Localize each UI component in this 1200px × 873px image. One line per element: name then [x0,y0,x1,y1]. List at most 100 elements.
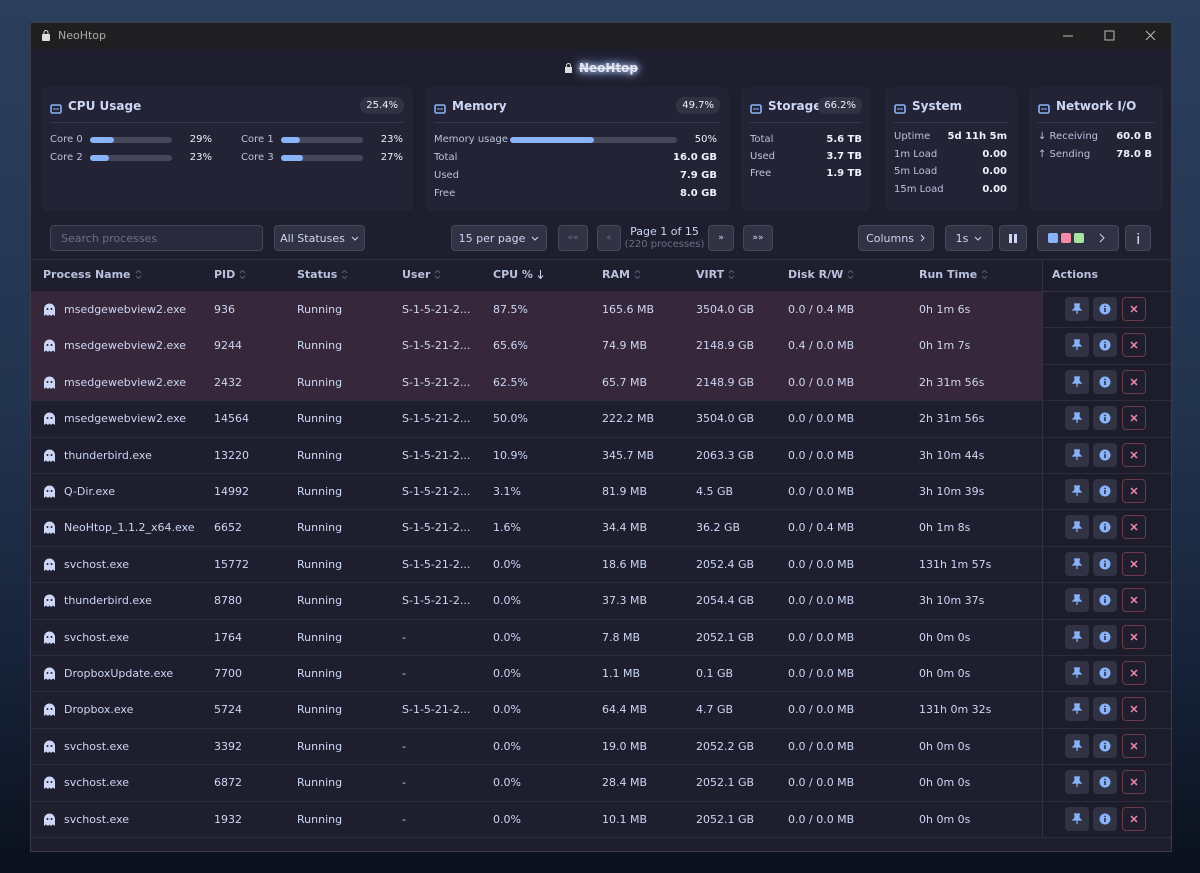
cell: 0.0 / 0.0 MB [788,375,855,389]
columns-button[interactable]: Columns [858,225,934,251]
cell: S-1-5-21-2... [402,521,471,535]
kill-button[interactable] [1122,624,1146,649]
pin-button[interactable] [1065,661,1089,685]
info-process-button[interactable] [1093,333,1117,358]
kill-button[interactable] [1122,369,1146,394]
pin-button[interactable] [1065,551,1089,576]
pin-button-glyph [1071,812,1083,824]
pin-button[interactable] [1065,442,1089,467]
pin-button[interactable] [1065,333,1089,358]
pin-button[interactable] [1065,733,1089,758]
pin-button[interactable] [1065,369,1089,394]
core-value: 23% [189,152,212,163]
column-header[interactable]: Status [297,268,348,281]
info-process-button[interactable] [1093,406,1117,431]
column-header[interactable]: RAM [602,268,641,281]
kill-button[interactable] [1122,297,1146,321]
info-process-button[interactable] [1093,297,1117,321]
cell: 4.7 GB [696,703,734,717]
info-process-button[interactable] [1093,551,1117,576]
info-process-button[interactable] [1093,697,1117,722]
info-process-button[interactable] [1093,442,1117,467]
sort-icon [239,270,246,279]
sort-none [341,270,348,279]
kill-button[interactable] [1122,515,1146,540]
pin-button[interactable] [1065,297,1089,321]
info-process-button-glyph [1099,631,1111,643]
process-icon [43,666,56,685]
column-header-text: VIRT [696,268,725,281]
kill-button[interactable] [1122,333,1146,358]
kill-button[interactable] [1122,479,1146,503]
cell: 15772 [214,557,249,571]
info-process-button[interactable] [1093,588,1117,613]
pin-button[interactable] [1065,588,1089,613]
pin-button[interactable] [1065,515,1089,540]
cell: 81.9 MB [602,485,648,498]
cell: 64.4 MB [602,703,648,717]
cell: 13220 [214,448,249,462]
pin-button-glyph [1071,558,1083,569]
first-page-button[interactable]: «« [558,225,588,251]
pause-button[interactable] [999,225,1027,251]
theme-button[interactable] [1037,225,1119,251]
kill-button[interactable] [1122,661,1146,685]
info-process-button[interactable] [1093,661,1117,685]
info-process-button[interactable] [1093,806,1117,831]
pin-button-glyph [1071,776,1083,788]
column-header[interactable]: Run Time [919,268,988,281]
kill-button[interactable] [1122,406,1146,431]
card-title: Storage [768,99,822,113]
kill-button[interactable] [1122,697,1146,722]
memory-usage-label: Memory usage [434,134,509,145]
kill-button[interactable] [1122,733,1146,758]
refresh-select[interactable]: 1s [945,225,993,251]
column-header[interactable]: VIRT [696,268,735,281]
kill-button[interactable] [1122,588,1146,613]
info-process-button[interactable] [1093,515,1117,540]
cell: 2052.1 GB [696,630,755,644]
next-page-button[interactable]: » [708,225,734,251]
process-icon-glyph [44,631,55,644]
column-header[interactable]: Process Name [43,268,142,281]
window-controls[interactable] [1061,30,1161,42]
column-header[interactable]: Disk R/W [788,268,854,281]
column-header[interactable]: User [402,268,441,281]
cell: Running [297,630,343,644]
cell: 0.0% [493,776,521,790]
pin-button[interactable] [1065,406,1089,431]
pin-button[interactable] [1065,770,1089,795]
last-page-button[interactable]: »» [743,225,773,251]
process-icon [43,448,56,467]
info-process-button[interactable] [1093,733,1117,758]
info-process-button[interactable] [1093,770,1117,795]
process-icon [43,557,56,576]
cell: 2h 31m 56s [919,375,985,389]
search-input[interactable]: Search processes [50,225,263,251]
per-page-select[interactable]: 15 per page [451,225,547,251]
column-header[interactable]: PID [214,268,246,281]
kill-button[interactable] [1122,806,1146,831]
stat-value: 0.00 [982,166,1007,177]
info-process-button[interactable] [1093,479,1117,503]
pin-button[interactable] [1065,479,1089,503]
info-process-button[interactable] [1093,369,1117,394]
status-filter[interactable]: All Statuses [274,225,365,251]
info-process-button[interactable] [1093,624,1117,649]
pin-button[interactable] [1065,806,1089,831]
prev-page-button[interactable]: « [597,225,621,251]
pin-button[interactable] [1065,624,1089,649]
cell: 0.0% [493,703,521,717]
cell: svchost.exe [64,630,130,644]
dropdown-caret-glyph [532,236,539,241]
row-divider [31,400,1171,402]
cell: thunderbird.exe [64,594,152,608]
kill-button[interactable] [1122,442,1146,467]
pin-button[interactable] [1065,697,1089,722]
info-button[interactable] [1125,225,1151,251]
sort-none [728,270,735,279]
cell: 3.1% [493,485,521,498]
kill-button[interactable] [1122,770,1146,795]
kill-button[interactable] [1122,551,1146,576]
column-header[interactable]: CPU % [493,268,544,281]
